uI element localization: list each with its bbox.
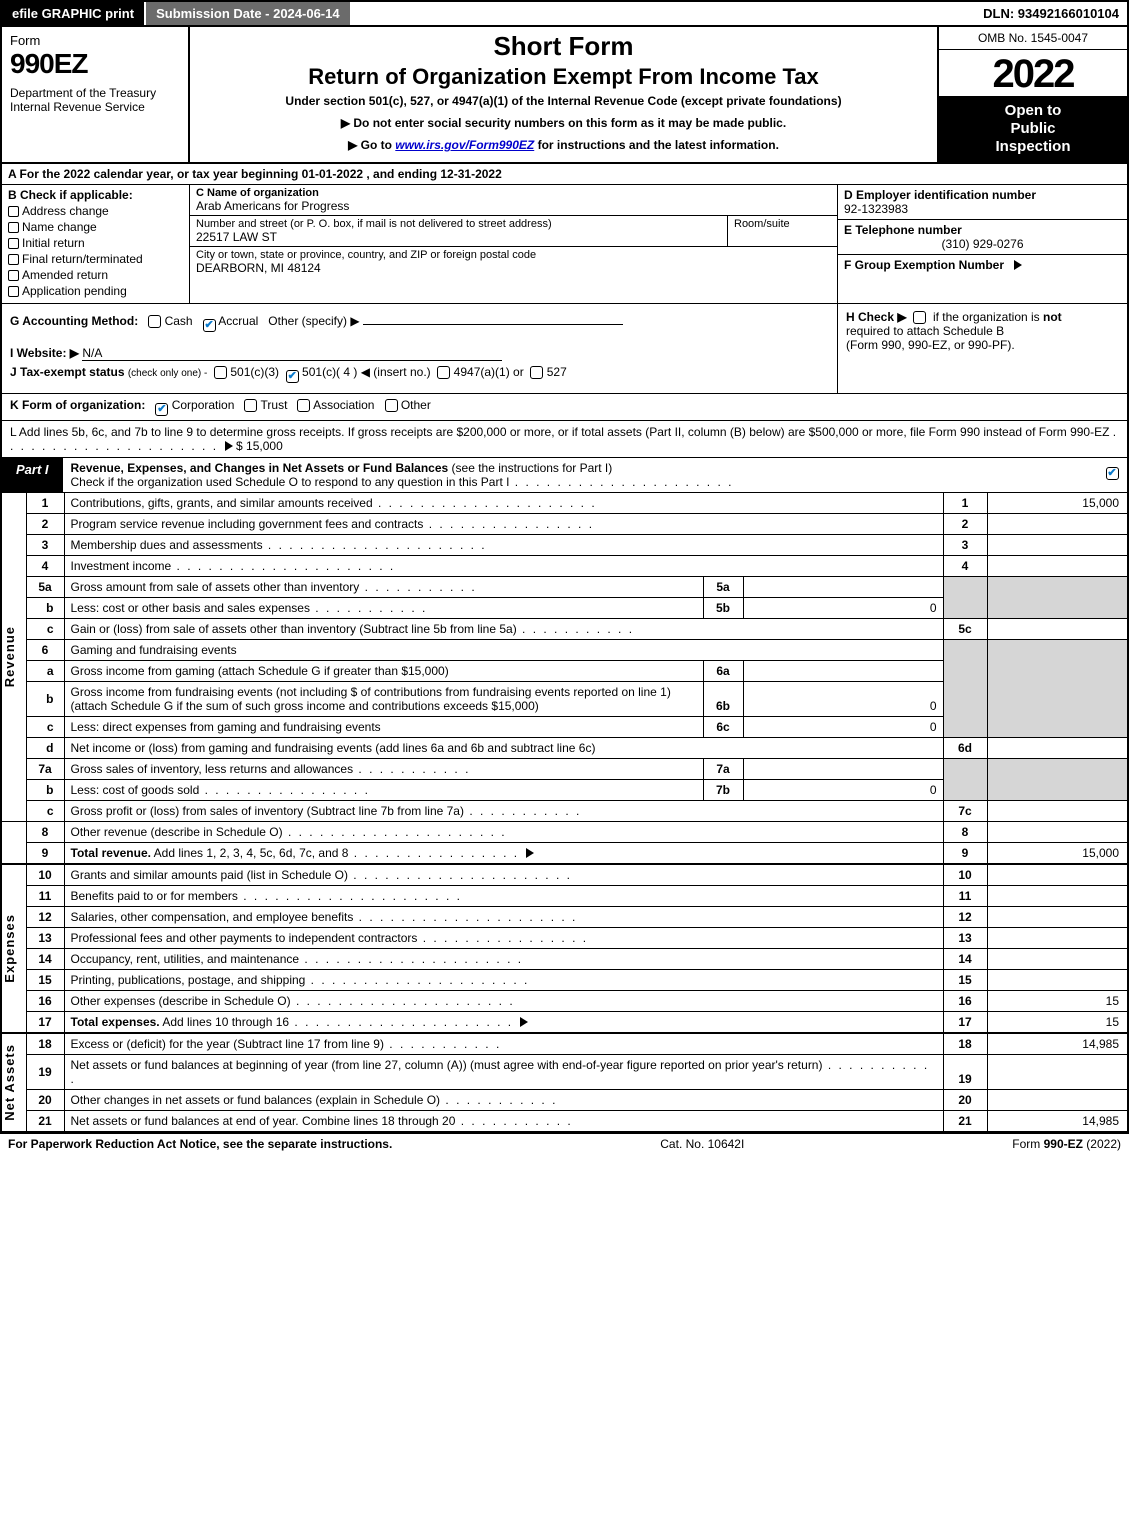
other-accounting-input[interactable] — [363, 324, 623, 325]
omb-number: OMB No. 1545-0047 — [939, 27, 1127, 50]
checkbox-h[interactable] — [913, 311, 926, 324]
part-i-badge: Part I — [2, 458, 63, 492]
form-number: 990EZ — [10, 48, 180, 80]
checkbox-name-change[interactable] — [8, 222, 19, 233]
section-l: L Add lines 5b, 6c, and 7b to line 9 to … — [2, 421, 1127, 458]
gross-receipts-value: $ 15,000 — [236, 439, 283, 453]
dln-label: DLN: 93492166010104 — [975, 2, 1127, 25]
c-name-label: C Name of organization — [196, 187, 831, 199]
checkbox-cash[interactable] — [148, 315, 161, 328]
section-a: A For the 2022 calendar year, or tax yea… — [2, 164, 1127, 185]
checkbox-amended[interactable] — [8, 270, 19, 281]
checkbox-schedule-o[interactable]: ✔ — [1106, 467, 1119, 480]
line9-value: 15,000 — [987, 843, 1127, 865]
form-word: Form — [10, 33, 180, 48]
arrow-right-icon — [1014, 260, 1022, 270]
revenue-tab: Revenue — [2, 626, 17, 687]
paperwork-notice: For Paperwork Reduction Act Notice, see … — [8, 1137, 392, 1151]
ein-value: 92-1323983 — [844, 202, 1121, 216]
org-city: DEARBORN, MI 48124 — [196, 261, 831, 275]
j-label: J Tax-exempt status — [10, 365, 125, 379]
checkbox-corp[interactable]: ✔ — [155, 403, 168, 416]
i-label: I Website: ▶ — [10, 346, 79, 360]
irs-link[interactable]: www.irs.gov/Form990EZ — [395, 138, 534, 152]
instruction-ssn: ▶ Do not enter social security numbers o… — [198, 116, 929, 130]
h-label: H Check ▶ — [846, 310, 907, 324]
phone-value: (310) 929-0276 — [844, 237, 1121, 251]
line16-value: 15 — [987, 991, 1127, 1012]
expenses-tab: Expenses — [2, 914, 17, 983]
submission-date-button[interactable]: Submission Date - 2024-06-14 — [146, 2, 352, 25]
efile-print-button[interactable]: efile GRAPHIC print — [2, 2, 146, 25]
checkbox-initial-return[interactable] — [8, 238, 19, 249]
tax-year: 2022 — [939, 50, 1127, 96]
checkbox-accrual[interactable]: ✔ — [203, 319, 216, 332]
form-title: Return of Organization Exempt From Incom… — [198, 64, 929, 90]
checkbox-other-org[interactable] — [385, 399, 398, 412]
part-i-table: Revenue 1 Contributions, gifts, grants, … — [2, 493, 1127, 1132]
section-c: C Name of organization Arab Americans fo… — [190, 185, 837, 303]
catalog-number: Cat. No. 10642I — [392, 1137, 1012, 1151]
checkbox-501c[interactable]: ✔ — [286, 370, 299, 383]
d-label: D Employer identification number — [844, 188, 1121, 202]
room-suite-label: Room/suite — [734, 218, 831, 230]
arrow-right-icon — [225, 441, 233, 451]
org-name: Arab Americans for Progress — [196, 199, 831, 213]
f-label: F Group Exemption Number — [844, 258, 1004, 272]
line1-value: 15,000 — [987, 493, 1127, 514]
checkbox-501c3[interactable] — [214, 366, 227, 379]
line17-value: 15 — [987, 1012, 1127, 1034]
h-line3: (Form 990, 990-EZ, or 990-PF). — [846, 338, 1015, 352]
dept-label: Department of the Treasury Internal Reve… — [10, 86, 180, 114]
net-assets-tab: Net Assets — [2, 1044, 17, 1121]
checkbox-app-pending[interactable] — [8, 286, 19, 297]
b-title: B Check if applicable: — [8, 188, 133, 202]
checkbox-4947[interactable] — [437, 366, 450, 379]
c-addr-label: Number and street (or P. O. box, if mail… — [196, 218, 721, 230]
form-header: Form 990EZ Department of the Treasury In… — [2, 27, 1127, 164]
top-bar: efile GRAPHIC print Submission Date - 20… — [2, 2, 1127, 27]
public-inspection: Open to Public Inspection — [939, 96, 1127, 162]
org-address: 22517 LAW ST — [196, 230, 721, 244]
checkbox-final-return[interactable] — [8, 254, 19, 265]
page-footer: For Paperwork Reduction Act Notice, see … — [0, 1134, 1129, 1157]
website-value: N/A — [82, 346, 502, 361]
checkbox-trust[interactable] — [244, 399, 257, 412]
c-city-label: City or town, state or province, country… — [196, 249, 831, 261]
e-label: E Telephone number — [844, 223, 1121, 237]
short-form-title: Short Form — [198, 31, 929, 62]
line18-value: 14,985 — [987, 1033, 1127, 1055]
checkbox-527[interactable] — [530, 366, 543, 379]
section-b: B Check if applicable: Address change Na… — [2, 185, 190, 303]
line21-value: 14,985 — [987, 1111, 1127, 1132]
h-line2: required to attach Schedule B — [846, 324, 1004, 338]
section-k: K Form of organization: ✔ Corporation Tr… — [2, 394, 1127, 421]
g-label: G Accounting Method: — [10, 314, 138, 328]
checkbox-address-change[interactable] — [8, 206, 19, 217]
instruction-link: ▶ Go to www.irs.gov/Form990EZ for instru… — [198, 138, 929, 152]
form-subtitle: Under section 501(c), 527, or 4947(a)(1)… — [198, 94, 929, 108]
checkbox-assoc[interactable] — [297, 399, 310, 412]
part-i-title: Revenue, Expenses, and Changes in Net As… — [63, 458, 1097, 492]
